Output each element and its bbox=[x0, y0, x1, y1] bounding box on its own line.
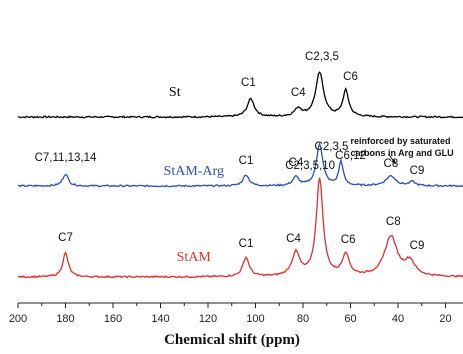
x-tick-label: 200 bbox=[9, 313, 27, 325]
series-label: St bbox=[169, 85, 181, 100]
x-tick-label: 80 bbox=[297, 313, 309, 325]
x-tick-label: 120 bbox=[199, 313, 217, 325]
spectra-traces bbox=[17, 71, 463, 279]
x-tick-label: 180 bbox=[56, 313, 74, 325]
x-axis: 200 180 160 140 120 100 80 60 40 20 bbox=[9, 302, 463, 325]
peak-label: C6 bbox=[343, 71, 358, 83]
x-tick-label: 100 bbox=[246, 313, 264, 325]
peak-label: C4 bbox=[286, 233, 301, 245]
peak-label: C7 bbox=[58, 232, 73, 244]
peak-label: C2,3,5 bbox=[305, 51, 339, 63]
series-label: StAM-Arg bbox=[164, 164, 224, 179]
x-axis-title: Chemical shift (ppm) bbox=[164, 332, 300, 348]
peak-label: C2,3,5 bbox=[315, 141, 349, 153]
x-tick-label: 160 bbox=[104, 313, 122, 325]
series-line-st bbox=[17, 71, 463, 119]
annotation-text: carbons in Arg and GLU bbox=[351, 148, 454, 158]
peak-label: C8 bbox=[386, 216, 401, 228]
x-tick-label: 60 bbox=[344, 313, 356, 325]
peak-label: C4 bbox=[291, 87, 306, 99]
annotation-arrowhead bbox=[391, 159, 396, 164]
x-tick-label: 140 bbox=[151, 313, 169, 325]
annotation-text: reinforced by saturated bbox=[351, 136, 451, 146]
peak-label: C2,3,5,10 bbox=[285, 160, 335, 172]
series-label: StAM bbox=[177, 250, 212, 265]
peak-label: C9 bbox=[410, 240, 425, 252]
peak-label: C9 bbox=[410, 165, 425, 177]
peak-label: C6,12 bbox=[335, 150, 366, 162]
peak-label: C1 bbox=[239, 155, 254, 167]
peak-label: C1 bbox=[239, 238, 254, 250]
series-line-stam-arg bbox=[17, 141, 463, 188]
peak-label: C8 bbox=[384, 158, 399, 170]
peak-label: C4 bbox=[289, 157, 304, 169]
x-tick-label: 40 bbox=[392, 313, 404, 325]
x-tick-label: 20 bbox=[439, 313, 451, 325]
peak-label: C1 bbox=[241, 77, 256, 89]
peak-label: C7,11,13,14 bbox=[35, 152, 97, 164]
series-line-stam bbox=[17, 177, 463, 279]
peak-label: C6 bbox=[341, 234, 356, 246]
